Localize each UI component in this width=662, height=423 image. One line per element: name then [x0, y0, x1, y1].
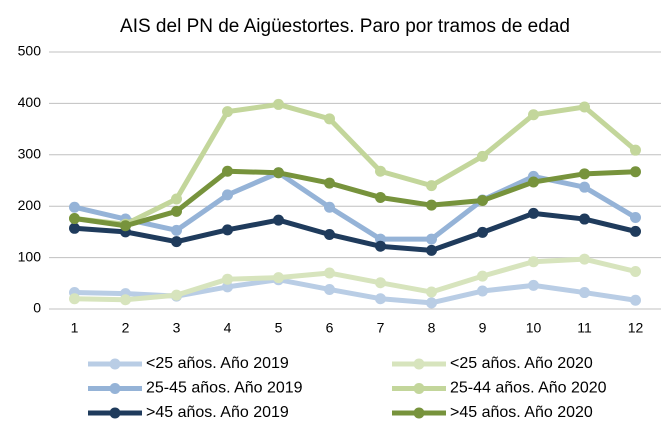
point [273, 98, 284, 110]
y-tick-label: 200 [18, 197, 42, 213]
legend-label: >45 años. Año 2019 [146, 404, 289, 421]
point [630, 265, 641, 277]
legend-marker [109, 383, 121, 394]
point [69, 201, 80, 213]
point [324, 177, 335, 189]
x-tick-label: 2 [122, 320, 130, 336]
point [375, 240, 386, 252]
point [579, 168, 590, 180]
point [630, 294, 641, 306]
point [528, 109, 539, 121]
point [273, 272, 284, 284]
point [426, 286, 437, 298]
point [477, 270, 488, 282]
legend-marker [109, 358, 121, 370]
point [426, 297, 437, 309]
series-line [74, 101, 638, 227]
point [630, 144, 641, 156]
point [528, 279, 539, 291]
x-tick-label: 6 [326, 320, 334, 336]
point [324, 283, 335, 295]
point [171, 224, 182, 236]
x-tick-label: 10 [526, 320, 542, 336]
x-tick-label: 11 [577, 320, 592, 336]
x-tick-label: 1 [71, 320, 79, 336]
point [477, 150, 488, 162]
series-line [74, 168, 636, 229]
point [426, 180, 437, 192]
point [477, 285, 488, 297]
legend-marker [413, 383, 425, 394]
point [222, 106, 233, 118]
point [222, 189, 233, 201]
point [222, 281, 233, 293]
series-line [74, 210, 637, 253]
point [579, 213, 590, 225]
y-tick-label: 300 [18, 146, 42, 162]
x-tick-label: 5 [275, 320, 283, 336]
series-line [74, 256, 637, 303]
point [273, 214, 284, 226]
point [528, 176, 539, 188]
point [630, 212, 641, 224]
point [120, 220, 131, 232]
point [375, 191, 386, 203]
y-tick-label: 500 [18, 43, 42, 59]
point [120, 294, 131, 306]
point [579, 253, 590, 265]
legend-marker [109, 407, 121, 419]
point [375, 277, 386, 289]
point [69, 213, 80, 225]
point [222, 273, 233, 285]
point [528, 256, 539, 268]
legend-label: >45 años. Año 2020 [450, 404, 593, 421]
legend-label: <25 años. Año 2020 [450, 355, 593, 372]
point [375, 293, 386, 305]
point [579, 101, 590, 113]
point [324, 113, 335, 125]
x-tick-label: 7 [377, 320, 385, 336]
point [324, 201, 335, 213]
point [477, 226, 488, 238]
point [222, 165, 233, 177]
point [426, 233, 437, 245]
legend-label: 25-45 años. Año 2019 [146, 380, 303, 397]
point [324, 267, 335, 279]
point [375, 165, 386, 177]
y-tick-label: 100 [18, 248, 42, 264]
point [222, 224, 233, 236]
y-tick-label: 0 [33, 300, 41, 316]
legend-marker [413, 358, 425, 370]
point [273, 167, 284, 179]
point [477, 195, 488, 207]
point [579, 181, 590, 193]
point [171, 236, 182, 248]
legend-marker [413, 407, 425, 419]
y-tick-label: 400 [18, 94, 42, 110]
chart-title: AIS del PN de Aigüestortes. Paro por tra… [120, 16, 570, 37]
point [69, 222, 80, 234]
legend-label: 25-44 años. Año 2020 [450, 380, 607, 397]
point [528, 207, 539, 219]
point [579, 287, 590, 299]
point [426, 244, 437, 256]
point [426, 199, 437, 211]
x-tick-label: 8 [428, 320, 436, 336]
x-tick-label: 12 [628, 320, 644, 336]
x-tick-label: 3 [173, 320, 181, 336]
x-tick-label: 4 [224, 320, 232, 336]
point [171, 193, 182, 205]
legend-label: <25 años. Año 2019 [146, 355, 289, 372]
x-tick-label: 9 [479, 320, 487, 336]
point [171, 205, 182, 217]
point [630, 225, 641, 237]
series-line [74, 277, 636, 306]
point [171, 289, 182, 301]
point [69, 293, 80, 305]
point [630, 166, 641, 178]
point [324, 228, 335, 240]
